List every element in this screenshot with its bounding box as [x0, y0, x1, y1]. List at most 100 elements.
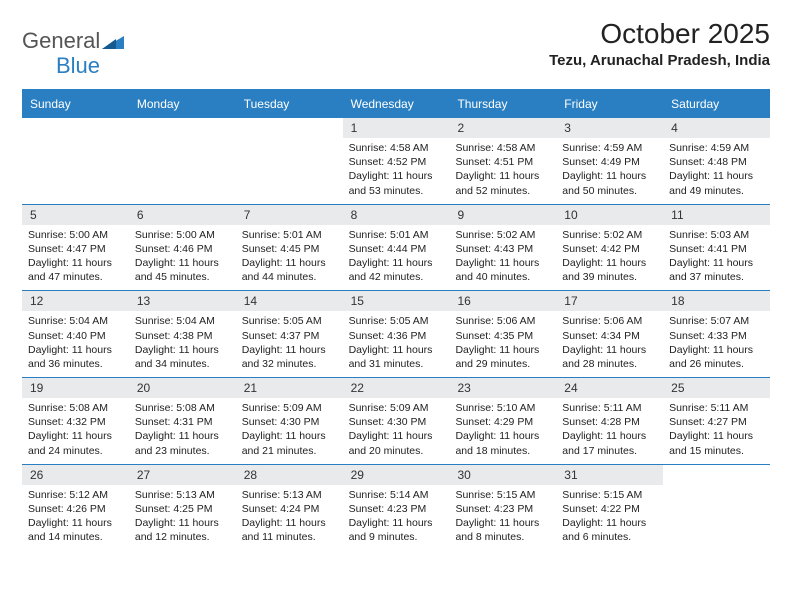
day-info-line: and 14 minutes.	[28, 530, 123, 544]
day-number: 10	[556, 205, 663, 225]
day-info-line: Sunset: 4:23 PM	[349, 502, 444, 516]
day-number: 2	[449, 118, 556, 138]
day-info-line: Sunset: 4:31 PM	[135, 415, 230, 429]
day-info: Sunrise: 5:00 AMSunset: 4:47 PMDaylight:…	[22, 225, 129, 285]
day-number: 20	[129, 378, 236, 398]
day-info-line: and 24 minutes.	[28, 444, 123, 458]
day-info-line: Sunrise: 4:58 AM	[349, 141, 444, 155]
day-info-line: and 37 minutes.	[669, 270, 764, 284]
day-info-line: Sunrise: 5:01 AM	[242, 228, 337, 242]
day-cell: 24Sunrise: 5:11 AMSunset: 4:28 PMDayligh…	[556, 378, 663, 464]
day-cell: 14Sunrise: 5:05 AMSunset: 4:37 PMDayligh…	[236, 291, 343, 377]
day-info-line: Sunset: 4:40 PM	[28, 329, 123, 343]
day-cell: 12Sunrise: 5:04 AMSunset: 4:40 PMDayligh…	[22, 291, 129, 377]
day-cell: 19Sunrise: 5:08 AMSunset: 4:32 PMDayligh…	[22, 378, 129, 464]
day-cell: 17Sunrise: 5:06 AMSunset: 4:34 PMDayligh…	[556, 291, 663, 377]
weekday-header: Monday	[129, 91, 236, 117]
day-info-line: Sunset: 4:23 PM	[455, 502, 550, 516]
day-number: 14	[236, 291, 343, 311]
day-info-line: Daylight: 11 hours	[242, 429, 337, 443]
day-info: Sunrise: 5:14 AMSunset: 4:23 PMDaylight:…	[343, 485, 450, 545]
day-info-line: Sunrise: 4:59 AM	[562, 141, 657, 155]
day-info-line: and 52 minutes.	[455, 184, 550, 198]
day-info: Sunrise: 5:04 AMSunset: 4:38 PMDaylight:…	[129, 311, 236, 371]
day-cell: 21Sunrise: 5:09 AMSunset: 4:30 PMDayligh…	[236, 378, 343, 464]
day-info-line: Sunset: 4:37 PM	[242, 329, 337, 343]
day-info-line: Sunrise: 5:08 AM	[28, 401, 123, 415]
day-cell: 8Sunrise: 5:01 AMSunset: 4:44 PMDaylight…	[343, 205, 450, 291]
day-cell: 26Sunrise: 5:12 AMSunset: 4:26 PMDayligh…	[22, 465, 129, 551]
day-info-line: Sunrise: 5:11 AM	[669, 401, 764, 415]
day-info: Sunrise: 4:59 AMSunset: 4:49 PMDaylight:…	[556, 138, 663, 198]
day-info: Sunrise: 5:05 AMSunset: 4:36 PMDaylight:…	[343, 311, 450, 371]
day-number: 7	[236, 205, 343, 225]
day-number: 19	[22, 378, 129, 398]
day-info-line: Sunrise: 5:10 AM	[455, 401, 550, 415]
day-info: Sunrise: 5:06 AMSunset: 4:35 PMDaylight:…	[449, 311, 556, 371]
day-info-line: Daylight: 11 hours	[455, 169, 550, 183]
day-info-line: Sunrise: 5:04 AM	[28, 314, 123, 328]
day-cell: 3Sunrise: 4:59 AMSunset: 4:49 PMDaylight…	[556, 118, 663, 204]
day-info-line: Sunrise: 5:11 AM	[562, 401, 657, 415]
day-info-line: Sunset: 4:26 PM	[28, 502, 123, 516]
day-info-line: Sunset: 4:35 PM	[455, 329, 550, 343]
day-info: Sunrise: 5:12 AMSunset: 4:26 PMDaylight:…	[22, 485, 129, 545]
day-info-line: and 28 minutes.	[562, 357, 657, 371]
day-info-line: and 50 minutes.	[562, 184, 657, 198]
day-info-line: Sunrise: 5:12 AM	[28, 488, 123, 502]
logo-word2: Blue	[56, 53, 100, 78]
weekday-header-row: SundayMondayTuesdayWednesdayThursdayFrid…	[22, 91, 770, 117]
day-cell: 9Sunrise: 5:02 AMSunset: 4:43 PMDaylight…	[449, 205, 556, 291]
day-cell: 27Sunrise: 5:13 AMSunset: 4:25 PMDayligh…	[129, 465, 236, 551]
day-cell: 11Sunrise: 5:03 AMSunset: 4:41 PMDayligh…	[663, 205, 770, 291]
day-info-line: Sunrise: 4:58 AM	[455, 141, 550, 155]
day-info-line: Daylight: 11 hours	[135, 343, 230, 357]
day-info-line: Daylight: 11 hours	[242, 256, 337, 270]
day-info-line: Daylight: 11 hours	[669, 169, 764, 183]
day-info-line: Sunset: 4:29 PM	[455, 415, 550, 429]
week-row: ...1Sunrise: 4:58 AMSunset: 4:52 PMDayli…	[22, 117, 770, 204]
day-info-line: and 49 minutes.	[669, 184, 764, 198]
day-cell: 6Sunrise: 5:00 AMSunset: 4:46 PMDaylight…	[129, 205, 236, 291]
day-cell: 25Sunrise: 5:11 AMSunset: 4:27 PMDayligh…	[663, 378, 770, 464]
day-info-line: Daylight: 11 hours	[669, 343, 764, 357]
day-info: Sunrise: 5:00 AMSunset: 4:46 PMDaylight:…	[129, 225, 236, 285]
day-info: Sunrise: 5:02 AMSunset: 4:42 PMDaylight:…	[556, 225, 663, 285]
day-info-line: Daylight: 11 hours	[455, 256, 550, 270]
day-info-line: Daylight: 11 hours	[349, 256, 444, 270]
day-info-line: Sunrise: 5:15 AM	[562, 488, 657, 502]
day-info-line: Daylight: 11 hours	[28, 343, 123, 357]
day-info-line: Daylight: 11 hours	[242, 516, 337, 530]
weekday-header: Sunday	[22, 91, 129, 117]
day-number: 31	[556, 465, 663, 485]
day-number: 27	[129, 465, 236, 485]
day-info: Sunrise: 5:10 AMSunset: 4:29 PMDaylight:…	[449, 398, 556, 458]
day-info-line: Sunrise: 5:07 AM	[669, 314, 764, 328]
day-number: 25	[663, 378, 770, 398]
day-info-line: and 47 minutes.	[28, 270, 123, 284]
day-info: Sunrise: 5:11 AMSunset: 4:27 PMDaylight:…	[663, 398, 770, 458]
day-number: 17	[556, 291, 663, 311]
day-info: Sunrise: 5:11 AMSunset: 4:28 PMDaylight:…	[556, 398, 663, 458]
day-info-line: and 11 minutes.	[242, 530, 337, 544]
day-cell: 5Sunrise: 5:00 AMSunset: 4:47 PMDaylight…	[22, 205, 129, 291]
day-info-line: and 42 minutes.	[349, 270, 444, 284]
day-info: Sunrise: 5:13 AMSunset: 4:25 PMDaylight:…	[129, 485, 236, 545]
day-info-line: Sunset: 4:28 PM	[562, 415, 657, 429]
calendar: SundayMondayTuesdayWednesdayThursdayFrid…	[22, 89, 770, 550]
day-info-line: Sunrise: 5:15 AM	[455, 488, 550, 502]
week-row: 5Sunrise: 5:00 AMSunset: 4:47 PMDaylight…	[22, 204, 770, 291]
day-number: 21	[236, 378, 343, 398]
calendar-page: General October 2025 Tezu, Arunachal Pra…	[0, 0, 792, 550]
weekday-header: Friday	[556, 91, 663, 117]
day-cell: 1Sunrise: 4:58 AMSunset: 4:52 PMDaylight…	[343, 118, 450, 204]
day-info: Sunrise: 4:58 AMSunset: 4:51 PMDaylight:…	[449, 138, 556, 198]
day-info-line: Sunset: 4:51 PM	[455, 155, 550, 169]
day-info-line: Daylight: 11 hours	[28, 429, 123, 443]
weekday-header: Tuesday	[236, 91, 343, 117]
day-info-line: Sunset: 4:48 PM	[669, 155, 764, 169]
day-info: Sunrise: 5:03 AMSunset: 4:41 PMDaylight:…	[663, 225, 770, 285]
day-number: 5	[22, 205, 129, 225]
day-info-line: Sunrise: 5:03 AM	[669, 228, 764, 242]
day-number: 29	[343, 465, 450, 485]
